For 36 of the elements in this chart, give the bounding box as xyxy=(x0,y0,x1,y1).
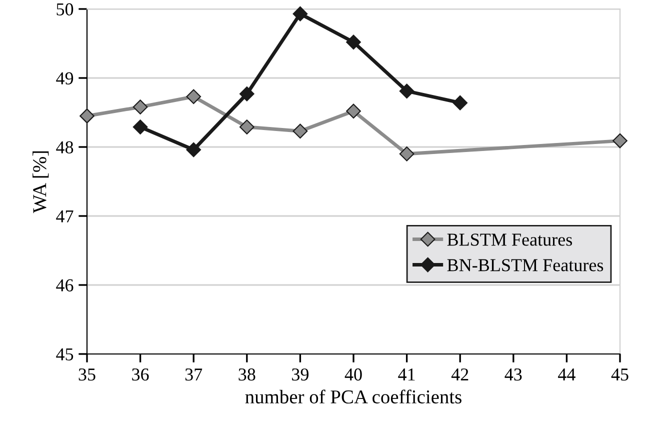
point xyxy=(346,34,361,50)
point xyxy=(292,6,308,22)
x-tick-label: 39 xyxy=(292,368,308,381)
point xyxy=(239,120,254,134)
point xyxy=(239,86,254,102)
point xyxy=(292,124,308,139)
y-axis-title: WA [%] xyxy=(32,151,49,214)
x-tick-label: 45 xyxy=(611,368,628,381)
x-tick-label: 41 xyxy=(398,368,415,380)
x-tick-label: 43 xyxy=(504,368,522,381)
y-tick-label: 45 xyxy=(56,348,74,360)
x-tick-label: 36 xyxy=(132,368,149,381)
point xyxy=(186,142,202,158)
x-tick-label: 42 xyxy=(451,368,468,380)
point xyxy=(132,120,148,134)
y-tick-label: 50 xyxy=(56,3,74,16)
x-axis-title: number of PCA coefficients xyxy=(245,390,462,404)
legend-label: BLSTM Features xyxy=(447,234,572,246)
x-tick-label: 38 xyxy=(238,368,256,381)
point xyxy=(186,89,202,104)
x-tick-label: 35 xyxy=(78,368,96,381)
point xyxy=(132,100,148,114)
x-tick-label: 37 xyxy=(185,368,202,381)
point xyxy=(612,133,628,148)
point xyxy=(399,84,414,99)
y-tick-label: 49 xyxy=(56,72,74,84)
point xyxy=(399,146,414,162)
legend-label: BN-BLSTM Features xyxy=(447,259,604,272)
point xyxy=(452,95,468,110)
y-tick-label: 46 xyxy=(56,279,74,292)
y-tick-label: 48 xyxy=(56,141,74,154)
x-tick-label: 40 xyxy=(344,368,362,381)
x-tick-label: 44 xyxy=(558,368,576,380)
y-tick-label: 47 xyxy=(56,210,74,222)
point xyxy=(346,104,361,119)
point xyxy=(80,108,94,124)
